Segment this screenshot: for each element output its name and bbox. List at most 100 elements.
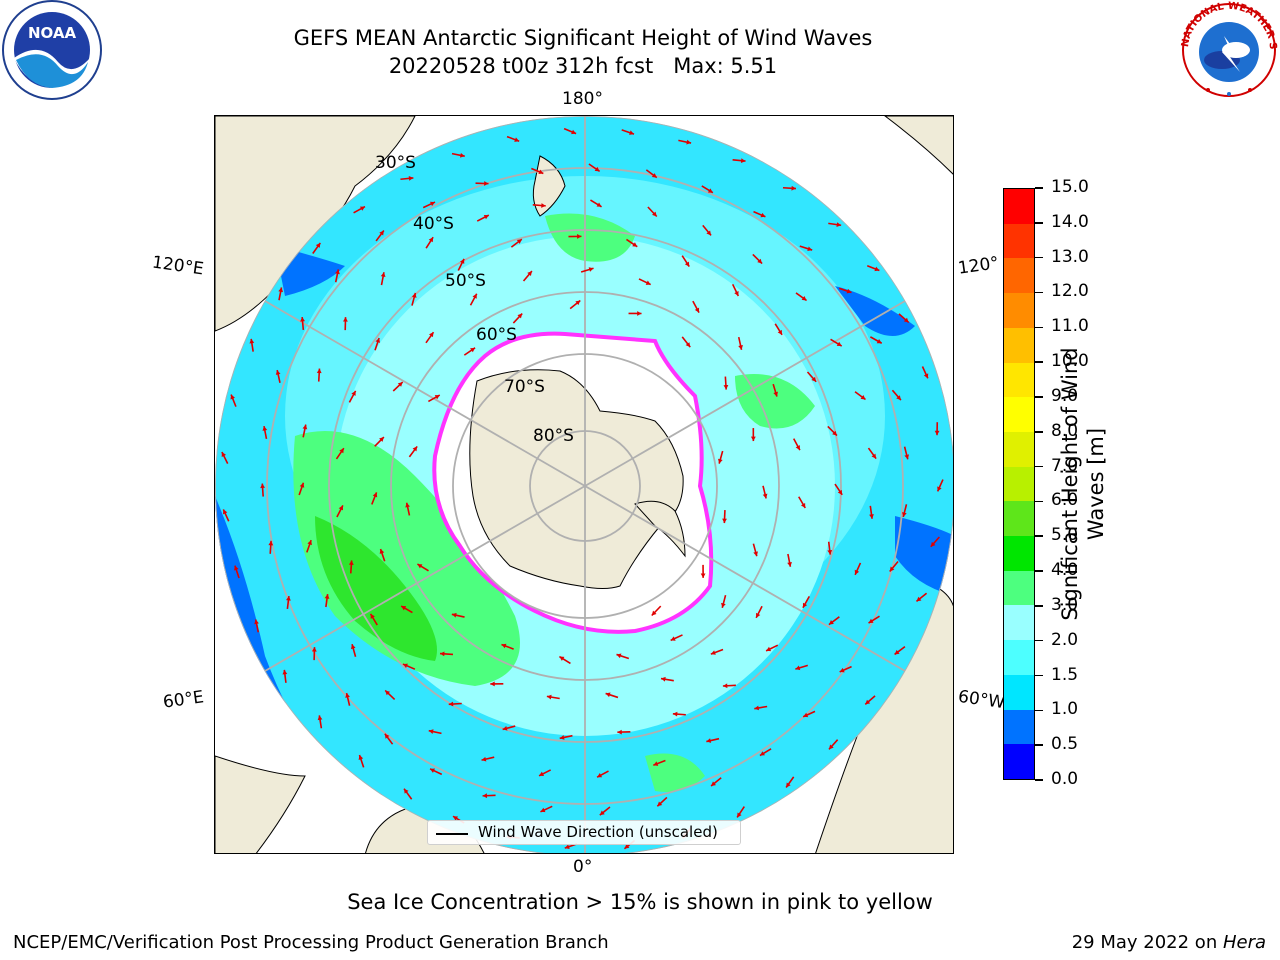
wind-arrow-head [651,610,657,616]
wind-arrow-head [617,729,622,735]
colorbar-segment [1004,397,1034,432]
wind-arrow-head [597,773,603,778]
colorbar-tick [1035,187,1043,189]
wind-arrow-head [459,258,465,264]
wind-arrow-head [379,548,385,554]
wind-arrow-head [311,647,317,652]
wind-arrow-head [652,211,657,217]
lat-label-70s: 70°S [504,377,545,397]
colorbar-tick-label: 5.0 [1051,525,1079,546]
wind-arrow-head [839,667,845,673]
colorbar-tick-label: 3.0 [1051,594,1079,615]
colorbar-tick-label: 10.0 [1051,351,1089,372]
colorbar-segment [1004,640,1034,675]
wind-arrow-head [412,446,418,452]
colorbar-tick-label: 9.0 [1051,385,1079,406]
wind-arrow-head [397,382,403,387]
wind-arrow-head [588,267,594,272]
map-legend: Wind Wave Direction (unscaled) [427,820,741,845]
wind-arrow-head [516,239,522,244]
wind-arrow-head [846,288,852,294]
wind-arrow-head [282,669,288,675]
wind-arrow-head [894,649,900,655]
wind-arrow-head [624,844,630,849]
wind-arrow-head [637,311,642,316]
wind-arrow-head [827,549,833,555]
wind-arrow-head [408,175,414,181]
wind-arrow-head [721,602,726,608]
wind-arrow-head [657,801,663,807]
wind-wave-arrows [221,127,944,850]
wind-arrow-head [230,394,235,400]
wind-arrow-head [759,751,765,756]
wind-arrow-head [904,454,910,460]
wind-arrow-head [803,712,809,718]
wind-arrow-head [482,793,488,799]
lat-label-30s: 30°S [375,153,416,173]
colorbar-tick-label: 4.0 [1051,560,1079,581]
wind-arrow-head [686,139,692,145]
wind-arrow-head [221,452,227,458]
wind-arrow-head [335,269,340,275]
wind-arrow-head [766,646,772,652]
wind-arrow-head [874,266,880,272]
chart-subtitle: 20220528 t00z 312h fcst Max: 5.51 [388,54,778,78]
colorbar-tick [1035,431,1043,433]
nws-logo: NATIONAL WEATHER SERVICE [1178,0,1278,97]
wind-arrow-head [700,573,706,578]
wind-arrow-head [706,230,712,236]
wind-arrow-head [632,242,638,247]
legend-label: Wind Wave Direction (unscaled) [478,823,718,841]
wind-arrow-head [430,201,435,207]
colorbar-segment [1004,570,1034,606]
wind-arrow-head [753,551,758,557]
colorbar-tick-label: 0.0 [1051,769,1079,789]
wind-arrow-head [541,203,546,208]
lon-label-60e: 60°E [161,687,206,713]
colorbar-tick-label: 14.0 [1051,211,1089,232]
wind-arrow-head [916,596,922,602]
wind-arrow-head [865,699,871,705]
wind-arrow-head [483,214,489,220]
colorbar-tick [1035,396,1043,398]
wind-arrow-head [268,540,274,546]
wind-arrow-head [599,810,605,816]
wind-arrow-head [787,561,792,567]
wind-arrow-head [773,391,778,397]
colorbar-tick [1035,779,1043,781]
wind-arrow-head [832,430,837,436]
footer-host: Hera [1222,932,1266,953]
wind-arrow-head [540,807,546,813]
wind-arrow-head [316,368,322,374]
wind-arrow-head [754,705,760,711]
wind-arrow-head [345,693,350,698]
wind-arrow-head [490,681,495,687]
wind-arrow-head [559,656,565,661]
colorbar-segment [1004,431,1034,467]
wind-arrow-head [786,782,791,788]
wind-arrow-head [737,812,742,818]
wind-arrow-head [930,541,936,547]
wind-arrow-head [514,137,520,142]
colorbar-tick [1035,674,1043,677]
colorbar-tick [1035,256,1043,259]
wind-arrow-head [800,502,806,508]
colorbar-segment [1004,293,1034,328]
wind-arrow-head [339,448,344,454]
wind-arrow-head [645,280,651,285]
wind-arrow-head [871,453,877,459]
lat-label-50s: 50°S [445,271,486,291]
lon-label-60w: 60°W [956,686,1007,714]
wind-arrow-head [672,711,678,717]
colorbar-segment [1004,362,1034,398]
wind-arrow-head [594,166,600,172]
wind-arrow-head [902,512,907,517]
colorbar-segment [1004,709,1034,745]
colorbar-tick-label: 0.5 [1051,734,1079,755]
wind-arrow-head [616,653,622,659]
wind-arrow-head [379,437,384,442]
colorbar-segment [1004,466,1034,502]
colorbar-tick-label: 15.0 [1051,177,1089,197]
wind-arrow-head [559,735,565,740]
wind-arrow-head [502,725,508,731]
